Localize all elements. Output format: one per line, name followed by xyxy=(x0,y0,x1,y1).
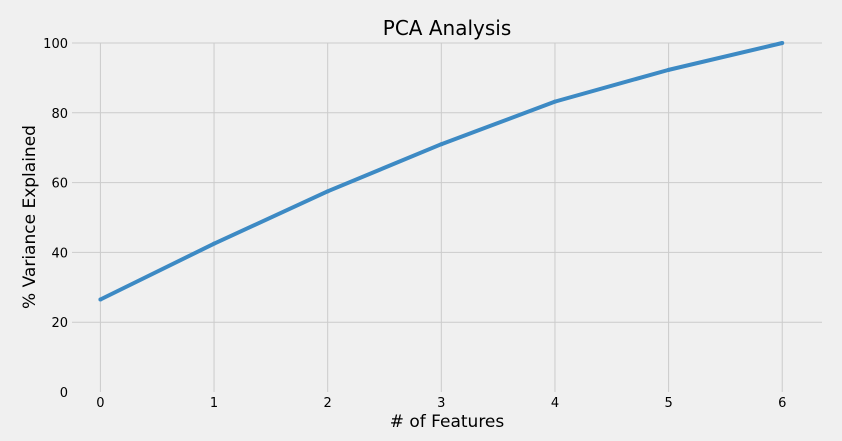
data-point xyxy=(325,189,330,194)
x-tick-label: 4 xyxy=(551,396,559,411)
y-tick-label: 20 xyxy=(51,316,68,331)
data-point xyxy=(666,67,671,72)
x-tick-label: 2 xyxy=(324,396,332,411)
data-point xyxy=(212,241,217,246)
y-tick-label: 0 xyxy=(60,386,68,401)
x-tick-label: 5 xyxy=(664,396,672,411)
series-layer xyxy=(98,41,785,302)
y-tick-label: 80 xyxy=(51,107,68,122)
y-axis-title: % Variance Explained xyxy=(20,125,40,309)
data-point xyxy=(780,41,785,45)
y-tick-label: 60 xyxy=(51,177,68,192)
x-tick-label: 3 xyxy=(437,396,445,411)
y-tick-label: 100 xyxy=(43,37,68,52)
x-tick-label: 1 xyxy=(210,396,218,411)
data-point xyxy=(439,142,444,147)
x-axis-title: # of Features xyxy=(390,412,505,432)
chart-title: PCA Analysis xyxy=(383,16,511,40)
x-tick-label: 6 xyxy=(778,396,786,411)
grid xyxy=(72,42,822,392)
data-point xyxy=(552,99,557,104)
data-point xyxy=(98,297,103,302)
x-tick-label: 0 xyxy=(96,396,104,411)
x-tick-labels: 0 1 2 3 4 5 6 xyxy=(96,396,786,411)
y-tick-labels: 0 20 40 60 80 100 xyxy=(43,37,68,401)
y-tick-label: 40 xyxy=(51,246,68,261)
